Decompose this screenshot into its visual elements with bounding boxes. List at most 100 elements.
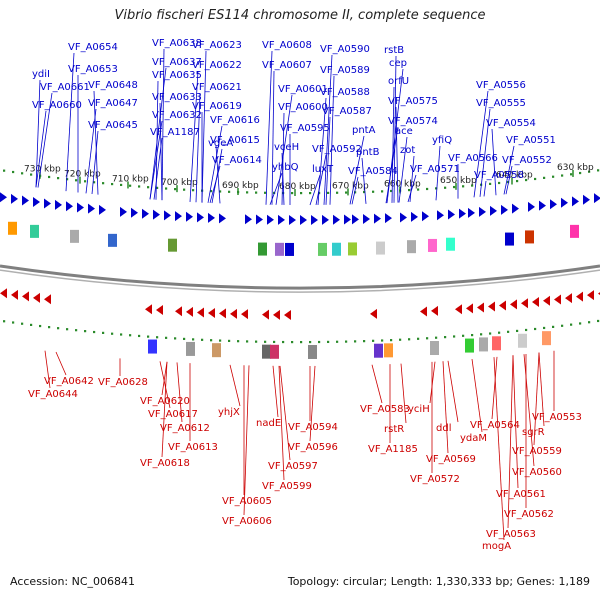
- reverse-leader-line: [493, 357, 505, 541]
- forward-gene-label: VF_A0571: [410, 164, 460, 175]
- tick-dot-inner: [462, 334, 465, 337]
- reverse-gene-label: VF_A0628: [98, 377, 148, 388]
- tick-dot-inner: [534, 327, 537, 331]
- feature-box: [308, 344, 317, 359]
- forward-gene-arrow: [333, 214, 340, 225]
- tick-dot-outer: [516, 179, 519, 183]
- reverse-gene-label: ydaM: [460, 433, 487, 444]
- forward-gene-arrow: [539, 200, 546, 211]
- forward-gene-label: VF_A0623: [192, 40, 242, 51]
- tick-dot-inner: [561, 324, 564, 327]
- tick-dot-inner: [444, 336, 447, 339]
- feature-box: [376, 241, 385, 255]
- reverse-gene-arrow: [543, 295, 550, 306]
- forward-leader-line: [395, 106, 399, 203]
- reverse-leader-line: [161, 361, 168, 458]
- forward-gene-arrow: [77, 202, 84, 213]
- forward-leader-line: [281, 112, 285, 205]
- tick-dot-outer: [48, 175, 51, 179]
- reverse-leader-line: [442, 361, 449, 454]
- forward-gene-label: VF_A0614: [212, 155, 262, 166]
- forward-gene-label: ace: [395, 126, 413, 137]
- tick-dot-outer: [408, 188, 411, 192]
- tick-dot-inner: [363, 340, 366, 343]
- reverse-gene-arrow: [273, 309, 280, 320]
- forward-gene-arrow: [322, 214, 329, 225]
- reverse-gene-arrow: [370, 308, 377, 319]
- forward-gene-label: VF_A0645: [88, 120, 138, 131]
- tick-dot-inner: [309, 340, 312, 344]
- tick-dot-inner: [291, 340, 294, 344]
- feature-box: [428, 238, 437, 252]
- tick-dot-outer: [246, 191, 249, 194]
- forward-leader-line: [85, 108, 97, 194]
- kbp-tick-label: 700 kbp: [161, 178, 198, 188]
- forward-gene-label: VF_A0637: [152, 57, 202, 68]
- forward-gene-arrow: [33, 197, 40, 208]
- forward-gene-label: vceH: [274, 142, 299, 153]
- tick-dot-inner: [210, 339, 213, 342]
- tick-dot-outer: [363, 190, 366, 194]
- tick-dot-inner: [516, 329, 519, 333]
- tick-dot-inner: [21, 322, 24, 325]
- reverse-gene-label: VF_A0642: [44, 376, 94, 387]
- tick-dot-inner: [543, 326, 546, 330]
- tick-dot-outer: [57, 177, 60, 180]
- forward-leader-line: [93, 90, 99, 195]
- tick-dot-inner: [192, 338, 195, 341]
- tick-dot-outer: [228, 190, 231, 193]
- tick-dot-inner: [480, 333, 483, 336]
- forward-gene-arrow: [256, 214, 263, 225]
- forward-gene-label: VF_A0635: [152, 70, 202, 81]
- reverse-gene-arrow: [33, 292, 40, 303]
- tick-dot-outer: [489, 182, 492, 185]
- tick-dot-inner: [417, 337, 420, 340]
- forward-gene-arrow: [142, 208, 149, 219]
- forward-gene-arrow: [479, 206, 486, 217]
- feature-box: [148, 339, 157, 354]
- forward-leader-line: [393, 55, 397, 203]
- map-title: Vibrio fischeri ES114 chromosome II, com…: [114, 8, 486, 23]
- feature-box: [505, 232, 514, 246]
- tick-dot-inner: [237, 340, 240, 343]
- reverse-leader-line: [447, 360, 459, 423]
- forward-gene-arrow: [422, 211, 429, 222]
- reverse-gene-arrow: [499, 300, 506, 311]
- forward-gene-label: VF_A0615: [210, 135, 260, 146]
- feature-box: [430, 341, 439, 356]
- reverse-leader-line: [176, 362, 183, 423]
- reverse-gene-label: VF_A0605: [222, 496, 272, 507]
- forward-gene-label: yhbQ: [272, 162, 299, 173]
- tick-dot-outer: [561, 174, 564, 177]
- reverse-gene-label: VF_A0564: [470, 420, 520, 431]
- tick-dot-inner: [453, 335, 456, 338]
- tick-dot-outer: [471, 184, 474, 187]
- tick-dot-inner: [66, 328, 69, 331]
- reverse-gene-label: ddl: [436, 423, 451, 434]
- kbp-tick-label: 690 kbp: [222, 181, 259, 191]
- tick-dot-inner: [120, 333, 123, 336]
- reverse-gene-arrow: [22, 291, 29, 302]
- forward-leader-line: [281, 152, 285, 205]
- tick-dot-outer: [453, 185, 456, 189]
- forward-gene-arrow: [437, 210, 444, 221]
- tick-dot-outer: [156, 186, 159, 189]
- tick-dot-outer: [93, 181, 96, 184]
- forward-leader-line: [159, 102, 163, 201]
- feature-box: [30, 224, 39, 238]
- tick-dot-outer: [66, 178, 69, 181]
- reverse-gene-label: VF_A0606: [222, 516, 272, 527]
- tick-dot-outer: [498, 181, 501, 185]
- forward-gene-arrow: [99, 204, 106, 215]
- reverse-gene-label: VF_A0597: [268, 461, 318, 472]
- tick-dot-inner: [435, 336, 438, 339]
- tick-dot-inner: [174, 337, 177, 340]
- reverse-gene-arrow: [455, 304, 462, 315]
- forward-gene-arrow: [352, 214, 359, 225]
- forward-gene-label: VF_A0600: [278, 102, 328, 113]
- forward-leader-line: [473, 90, 489, 198]
- forward-leader-line: [189, 70, 199, 202]
- forward-gene-arrow: [164, 210, 171, 221]
- reverse-gene-label: VF_A0612: [160, 423, 210, 434]
- feature-box: [332, 242, 341, 256]
